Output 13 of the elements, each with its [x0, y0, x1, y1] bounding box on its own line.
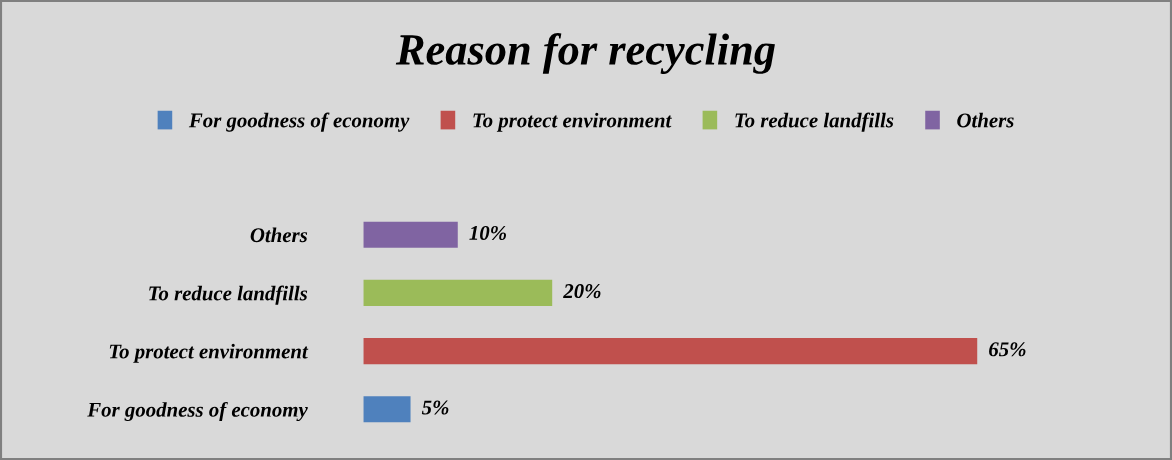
chart-title: Reason for recycling — [395, 33, 775, 74]
legend-label: Others — [957, 112, 1014, 128]
legend-label: For goodness of economy — [188, 112, 410, 132]
y-tick-label: To reduce landfills — [149, 285, 308, 305]
y-tick-label: Others — [250, 227, 308, 243]
legend-label: To reduce landfills — [735, 112, 894, 132]
data-label: 10% — [469, 225, 506, 241]
data-label: 65% — [989, 342, 1026, 357]
y-tick-label: To protect environment — [109, 343, 309, 363]
data-label: 20% — [563, 284, 601, 299]
y-tick-label: For goodness of economy — [87, 401, 308, 422]
data-label: 5% — [421, 400, 449, 415]
legend-label: To protect environment — [473, 112, 672, 132]
